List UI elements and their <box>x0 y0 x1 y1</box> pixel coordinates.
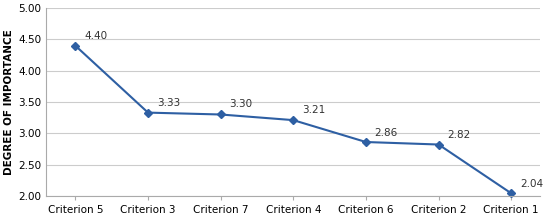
Text: 3.33: 3.33 <box>157 98 180 108</box>
Y-axis label: DEGREE OF IMPORTANCE: DEGREE OF IMPORTANCE <box>4 29 14 175</box>
Text: 2.04: 2.04 <box>520 179 543 189</box>
Text: 4.40: 4.40 <box>84 31 107 41</box>
Text: 2.82: 2.82 <box>447 130 471 140</box>
Text: 3.30: 3.30 <box>229 99 252 110</box>
Text: 2.86: 2.86 <box>375 128 398 138</box>
Text: 3.21: 3.21 <box>302 105 325 115</box>
